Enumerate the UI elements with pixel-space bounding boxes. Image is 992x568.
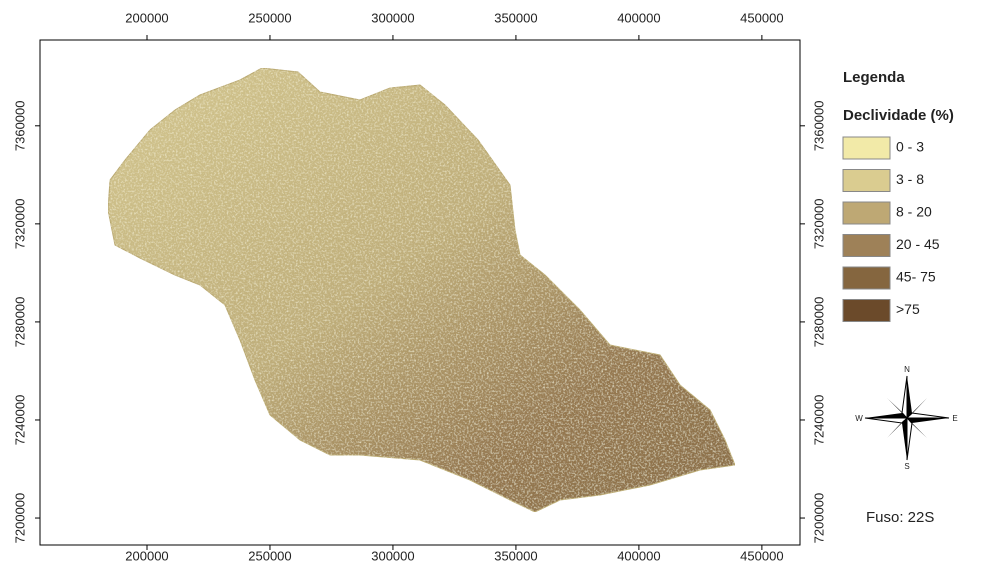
- x-tick-label: 400000: [617, 548, 660, 563]
- x-tick-label: 200000: [125, 548, 168, 563]
- y-tick-label: 7240000: [811, 395, 826, 446]
- legend-swatch: [843, 300, 890, 322]
- compass-n: N: [904, 365, 910, 374]
- compass-w: W: [855, 414, 863, 423]
- y-tick-label: 7320000: [811, 199, 826, 250]
- compass-s: S: [904, 462, 909, 471]
- legend-label: 45- 75: [896, 269, 936, 285]
- x-tick-label: 450000: [740, 10, 783, 25]
- x-tick-label: 300000: [371, 548, 414, 563]
- y-tick-label: 7240000: [12, 395, 27, 446]
- compass-e: E: [952, 414, 957, 423]
- y-tick-label: 7360000: [12, 100, 27, 151]
- x-tick-label: 400000: [617, 10, 660, 25]
- legend-label: >75: [896, 301, 920, 317]
- x-tick-label: 350000: [494, 548, 537, 563]
- legend-swatch: [843, 235, 890, 257]
- legend-label: 0 - 3: [896, 139, 924, 155]
- x-tick-label: 300000: [371, 10, 414, 25]
- x-tick-label: 250000: [248, 10, 291, 25]
- y-tick-label: 7280000: [811, 297, 826, 348]
- x-tick-label: 250000: [248, 548, 291, 563]
- y-tick-label: 7320000: [12, 199, 27, 250]
- legend-swatch: [843, 202, 890, 224]
- compass: N S E W: [855, 365, 957, 471]
- y-tick-label: 7200000: [12, 493, 27, 544]
- legend-swatch: [843, 137, 890, 159]
- x-tick-label: 200000: [125, 10, 168, 25]
- y-tick-label: 7360000: [811, 100, 826, 151]
- legend-swatch: [843, 170, 890, 192]
- legend-title: Legenda: [843, 69, 905, 86]
- legend-swatch: [843, 267, 890, 289]
- legend-subtitle: Declividade (%): [843, 107, 954, 124]
- x-tick-label: 450000: [740, 548, 783, 563]
- map-layout: N S E W Legenda Declividade (%) Fuso: 22…: [0, 0, 992, 568]
- legend-label: 20 - 45: [896, 236, 940, 252]
- y-tick-label: 7280000: [12, 297, 27, 348]
- legend-label: 8 - 20: [896, 204, 932, 220]
- zone-label: Fuso: 22S: [866, 509, 934, 526]
- x-tick-label: 350000: [494, 10, 537, 25]
- legend-label: 3 - 8: [896, 171, 924, 187]
- y-tick-label: 7200000: [811, 493, 826, 544]
